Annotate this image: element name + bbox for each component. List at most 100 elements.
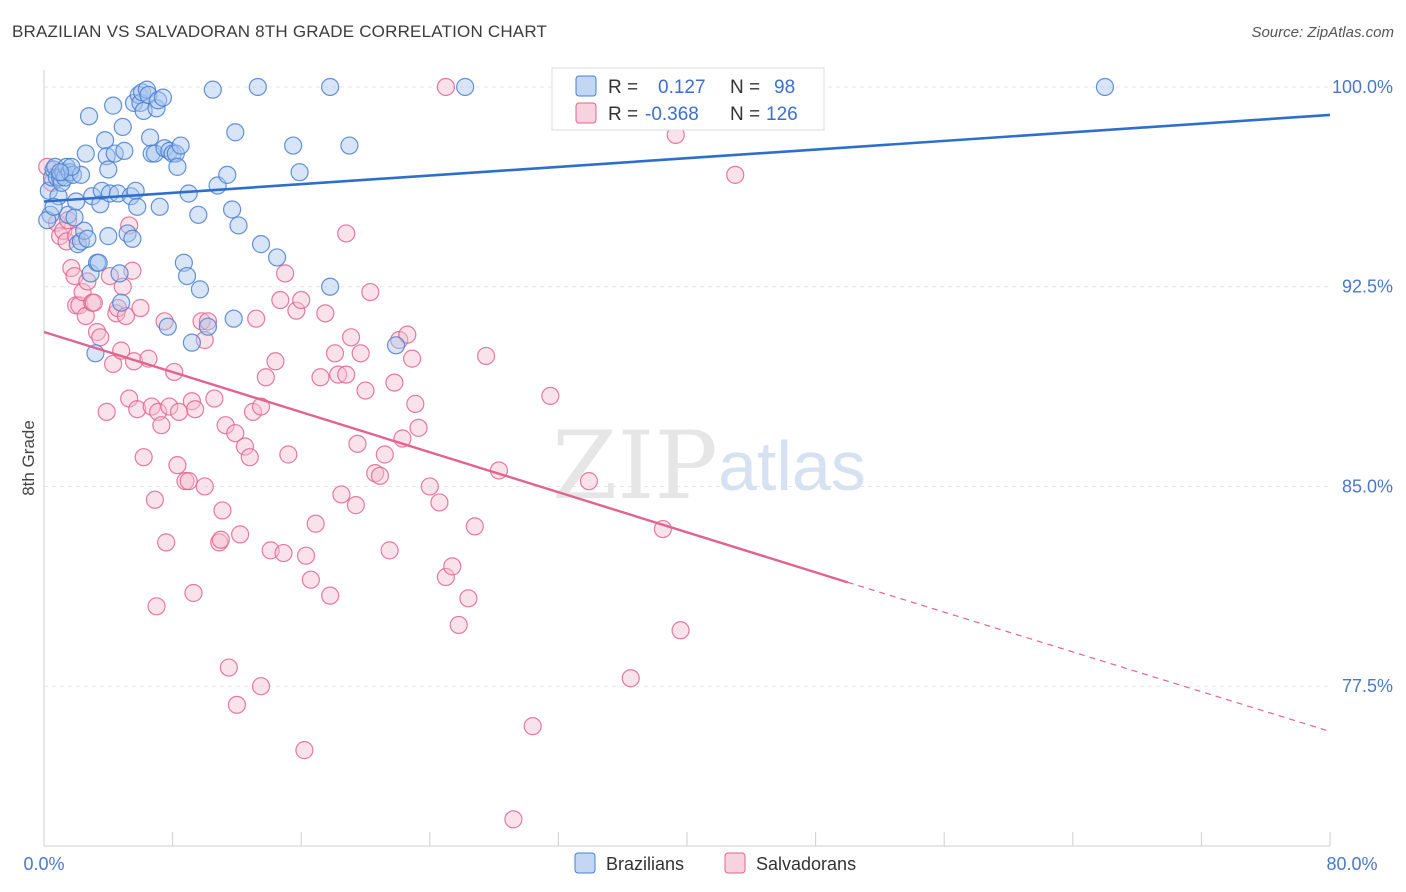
brazilian-point bbox=[248, 77, 267, 97]
salvadoran-point bbox=[155, 312, 174, 331]
bottom-legend-swatch-salvadorans bbox=[724, 852, 746, 874]
legend-swatch-salvadorans bbox=[575, 102, 597, 124]
salvadoran-point bbox=[157, 533, 176, 552]
brazilian-point bbox=[78, 229, 97, 248]
salvadoran-point bbox=[325, 344, 345, 363]
legend-n-value-salvadorans: 126 bbox=[766, 104, 798, 125]
x-tick-label-min: 0.0% bbox=[23, 854, 64, 874]
bottom-legend-label-salvadorans: Salvadorans bbox=[756, 854, 856, 874]
brazilian-point bbox=[321, 277, 340, 296]
brazilian-point bbox=[99, 227, 118, 246]
salvadoran-point bbox=[251, 677, 271, 696]
salvadoran-point bbox=[124, 352, 144, 371]
salvadoran-point bbox=[346, 496, 365, 515]
y-axis-label: 8th Grade bbox=[19, 420, 38, 496]
salvadoran-point bbox=[409, 418, 428, 437]
brazilian-point bbox=[174, 253, 193, 272]
salvadoran-point bbox=[420, 477, 439, 496]
x-axis-ticks bbox=[43, 832, 1331, 846]
salvadoran-point bbox=[301, 570, 320, 589]
salvadoran-point bbox=[671, 621, 690, 640]
y-axis-tick-labels: 100.0% 92.5% 85.0% 77.5% bbox=[1332, 77, 1393, 696]
brazilians-trend-line bbox=[43, 113, 1331, 203]
brazilian-point bbox=[203, 80, 222, 99]
salvadoran-point bbox=[84, 293, 103, 312]
salvadoran-point bbox=[337, 224, 356, 243]
salvadoran-point bbox=[131, 298, 150, 318]
salvadoran-point bbox=[321, 586, 340, 605]
legend-r-value-brazilians: 0.127 bbox=[658, 77, 706, 98]
salvadoran-point bbox=[436, 567, 455, 587]
salvadoran-point bbox=[160, 397, 179, 416]
brazilian-point bbox=[89, 253, 108, 272]
salvadoran-point bbox=[235, 437, 255, 456]
brazilian-point bbox=[158, 317, 177, 336]
salvadoran-point bbox=[523, 717, 542, 736]
salvadoran-point bbox=[274, 543, 293, 563]
brazilian-point bbox=[62, 157, 81, 176]
brazilians-points bbox=[38, 77, 1115, 363]
salvadoran-point bbox=[226, 424, 245, 443]
bottom-legend: Brazilians Salvadorans bbox=[574, 852, 856, 874]
y-tick-label: 85.0% bbox=[1342, 476, 1393, 496]
salvadoran-point bbox=[465, 517, 484, 536]
salvadoran-point bbox=[211, 530, 230, 549]
salvadoran-point bbox=[266, 352, 285, 371]
legend-n-value-brazilians: 98 bbox=[774, 77, 795, 98]
salvadoran-point bbox=[361, 282, 380, 302]
salvadoran-point bbox=[240, 448, 259, 467]
salvadoran-point bbox=[271, 290, 290, 310]
legend-r-value-salvadorans: -0.368 bbox=[645, 104, 699, 125]
brazilian-point bbox=[150, 197, 169, 216]
salvadorans-trend-extension bbox=[847, 581, 1331, 733]
salvadoran-point bbox=[351, 344, 370, 363]
salvadoran-point bbox=[341, 328, 361, 347]
salvadoran-point bbox=[91, 328, 110, 347]
salvadoran-point bbox=[128, 400, 147, 419]
salvadoran-point bbox=[726, 165, 745, 184]
brazilian-point bbox=[226, 123, 245, 142]
salvadoran-point bbox=[231, 525, 250, 544]
salvadoran-point bbox=[251, 397, 271, 416]
brazilian-point bbox=[386, 336, 406, 355]
brazilian-point bbox=[321, 77, 340, 97]
brazilian-point bbox=[179, 184, 198, 203]
top-legend: R = 0.127 N = 98 R = -0.368 N = 126 bbox=[551, 67, 825, 131]
brazilian-point bbox=[99, 160, 118, 179]
brazilian-point bbox=[290, 163, 309, 182]
salvadoran-point bbox=[219, 658, 238, 677]
salvadoran-point bbox=[370, 466, 390, 485]
salvadoran-point bbox=[366, 464, 385, 483]
salvadoran-point bbox=[621, 669, 640, 688]
watermark-atlas: atlas bbox=[718, 427, 866, 505]
brazilian-point bbox=[79, 107, 99, 126]
brazilian-point bbox=[168, 157, 187, 176]
salvadoran-point bbox=[541, 386, 560, 406]
brazilian-point bbox=[177, 266, 197, 286]
brazilian-point bbox=[104, 96, 123, 115]
salvadoran-point bbox=[104, 354, 123, 374]
salvadoran-point bbox=[385, 373, 404, 392]
brazilian-point bbox=[182, 333, 201, 352]
salvadoran-point bbox=[356, 381, 375, 400]
brazilian-point bbox=[113, 117, 132, 137]
salvadoran-point bbox=[398, 325, 417, 344]
y-tick-label: 92.5% bbox=[1342, 277, 1393, 297]
bottom-legend-label-brazilians: Brazilians bbox=[606, 854, 684, 874]
brazilian-point bbox=[456, 77, 475, 97]
salvadoran-point bbox=[348, 434, 367, 453]
legend-n-label-salvadorans: N = bbox=[730, 104, 760, 125]
brazilian-point bbox=[229, 216, 248, 235]
salvadoran-point bbox=[152, 416, 171, 435]
salvadoran-point bbox=[205, 389, 224, 408]
brazilian-point bbox=[139, 85, 158, 105]
salvadoran-point bbox=[295, 741, 314, 760]
salvadoran-point bbox=[406, 394, 425, 413]
salvadoran-point bbox=[459, 589, 478, 608]
salvadoran-point bbox=[292, 290, 311, 310]
salvadoran-point bbox=[87, 322, 107, 342]
legend-swatch-brazilians bbox=[575, 75, 597, 97]
brazilian-point bbox=[251, 235, 271, 254]
salvadoran-point bbox=[134, 448, 153, 467]
brazilian-point bbox=[340, 136, 359, 155]
